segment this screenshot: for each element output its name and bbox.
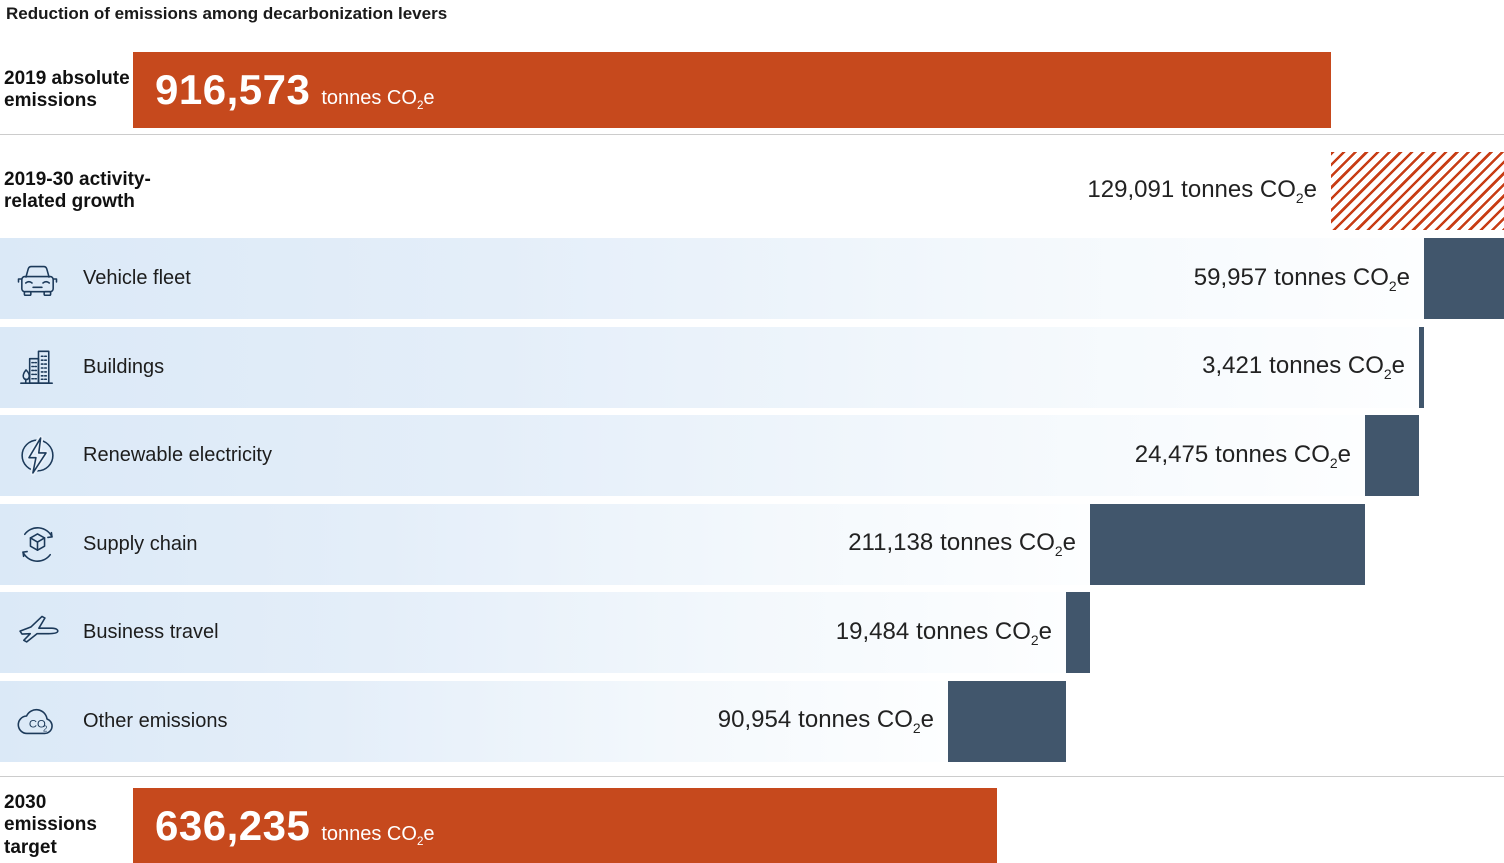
end-value: 636,235 bbox=[155, 801, 311, 849]
lever-label: Vehicle fleet bbox=[83, 267, 191, 289]
lever-bar bbox=[1365, 415, 1419, 496]
svg-text:2: 2 bbox=[43, 724, 47, 733]
lever-row-buildings: Buildings 3,421 tonnes CO2e bbox=[0, 326, 1504, 408]
lightning-circle-icon bbox=[21, 435, 54, 476]
growth-label: 2019-30 activity-related growth bbox=[4, 168, 151, 212]
car-icon bbox=[17, 265, 58, 297]
lever-value: 59,957 tonnes CO2e bbox=[1193, 263, 1410, 294]
start-label: 2019 absolute emissions bbox=[4, 67, 130, 111]
end-bar: 636,235 tonnes CO2e bbox=[133, 788, 997, 863]
lever-value: 24,475 tonnes CO2e bbox=[1134, 440, 1351, 471]
start-bar: 916,573 tonnes CO2e bbox=[133, 52, 1331, 128]
lever-label: Buildings bbox=[83, 355, 165, 378]
lever-label: Supply chain bbox=[83, 532, 198, 555]
lever-bar bbox=[1066, 592, 1090, 673]
row-lead: Renewable electricity 24,475 tonnes CO2e bbox=[0, 415, 1365, 496]
lever-value: 3,421 tonnes CO2e bbox=[1202, 352, 1405, 382]
growth-hatched-bar bbox=[1331, 152, 1504, 230]
lever-bar bbox=[948, 680, 1066, 762]
lever-rows: Vehicle fleet 59,957 tonnes CO2e Buildin… bbox=[0, 238, 1504, 769]
lever-bar bbox=[1424, 238, 1504, 319]
svg-text:CO: CO bbox=[29, 718, 46, 730]
growth-lead: 2019-30 activity-related growth 129,091 … bbox=[0, 152, 1331, 230]
chart-title: Reduction of emissions among decarboniza… bbox=[6, 4, 448, 23]
row-lead: Buildings 3,421 tonnes CO2e bbox=[0, 326, 1419, 408]
co2-cloud-icon: CO 2 bbox=[17, 708, 53, 734]
lever-bar bbox=[1090, 503, 1365, 585]
row-lead: Supply chain 211,138 tonnes CO2e bbox=[0, 503, 1090, 585]
end-label: 2030 emissions target bbox=[4, 791, 97, 858]
lever-bar bbox=[1419, 326, 1424, 408]
row-lead: CO 2 Other emissions 90,954 tonnes CO2e bbox=[0, 680, 948, 762]
start-unit: tonnes CO2e bbox=[321, 87, 435, 112]
row-lead: Vehicle fleet 59,957 tonnes CO2e bbox=[0, 238, 1424, 319]
lever-value: 211,138 tonnes CO2e bbox=[848, 529, 1076, 559]
lever-label: Business travel bbox=[83, 621, 219, 643]
start-value: 916,573 bbox=[155, 66, 311, 113]
lever-row-vehicle-fleet: Vehicle fleet 59,957 tonnes CO2e bbox=[0, 238, 1504, 319]
end-band: 2030 emissions target 636,235 tonnes CO2… bbox=[0, 788, 1504, 863]
end-unit: tonnes CO2e bbox=[321, 822, 435, 848]
lever-row-other-emissions: CO 2 Other emissions 90,954 tonnes CO2e bbox=[0, 680, 1504, 762]
lever-row-business-travel: Business travel 19,484 tonnes CO2e bbox=[0, 592, 1504, 673]
top-divider bbox=[0, 134, 1504, 135]
lever-value: 19,484 tonnes CO2e bbox=[835, 617, 1052, 648]
lever-label: Renewable electricity bbox=[83, 444, 272, 466]
growth-band: 2019-30 activity-related growth 129,091 … bbox=[0, 152, 1504, 230]
buildings-icon bbox=[20, 350, 53, 384]
growth-value: 129,091 tonnes CO2e bbox=[1087, 176, 1317, 206]
start-band: 2019 absolute emissions 916,573 tonnes C… bbox=[0, 52, 1504, 128]
bottom-divider bbox=[0, 776, 1504, 777]
lever-label: Other emissions bbox=[83, 709, 228, 732]
cube-cycle-icon bbox=[22, 526, 53, 562]
row-lead: Business travel 19,484 tonnes CO2e bbox=[0, 592, 1066, 673]
lever-value: 90,954 tonnes CO2e bbox=[717, 706, 934, 736]
lever-row-supply-chain: Supply chain 211,138 tonnes CO2e bbox=[0, 503, 1504, 585]
airplane-icon bbox=[19, 615, 59, 643]
lever-row-renewable-electricity: Renewable electricity 24,475 tonnes CO2e bbox=[0, 415, 1504, 496]
